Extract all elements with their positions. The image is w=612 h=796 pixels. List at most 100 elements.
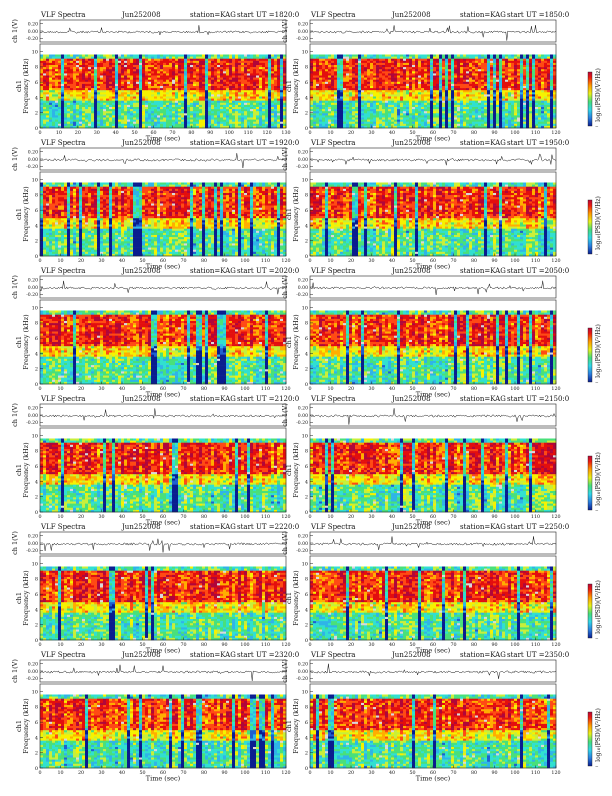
time-tick-label: 120 bbox=[281, 642, 290, 648]
freq-tick-label: 2 bbox=[35, 367, 38, 373]
panel-start-ut: start UT =2050:0 bbox=[507, 267, 569, 275]
panel-station: station=KAG bbox=[460, 395, 506, 403]
freq-tick-label: 6 bbox=[35, 208, 38, 214]
time-tick-label: 110 bbox=[531, 514, 540, 520]
freq-tick-label: 2 bbox=[305, 751, 308, 757]
time-tick-label: 120 bbox=[281, 770, 290, 776]
time-tick-label: 20 bbox=[348, 258, 354, 264]
time-tick-label: 120 bbox=[551, 514, 560, 520]
freq-tick-label: 4 bbox=[35, 95, 38, 101]
time-tick-label: 50 bbox=[139, 386, 145, 392]
waveform-axis-label: ch 1(V) bbox=[11, 19, 19, 43]
time-tick-label: 70 bbox=[450, 130, 456, 136]
time-tick-label: 10 bbox=[57, 770, 63, 776]
time-tick-label: 20 bbox=[348, 770, 354, 776]
time-tick-label: 40 bbox=[389, 386, 395, 392]
panel-date: Jun252008 bbox=[391, 523, 431, 531]
time-tick-label: 110 bbox=[261, 386, 270, 392]
panel-date: Jun252008 bbox=[121, 651, 161, 659]
panel-start-ut: start UT =2150:0 bbox=[507, 395, 569, 403]
panel-title: VLF Spectra bbox=[310, 523, 355, 531]
freq-tick-label: 2 bbox=[305, 239, 308, 245]
time-tick-label: 10 bbox=[57, 386, 63, 392]
time-tick-label: 90 bbox=[221, 258, 227, 264]
time-tick-label: 110 bbox=[531, 258, 540, 264]
freq-tick-label: 4 bbox=[305, 479, 308, 485]
time-tick-label: 10 bbox=[57, 514, 63, 520]
colorbar-label: log₁₀(PSD)(V²/Hz) bbox=[595, 324, 602, 378]
colorbar-tick-label: − bbox=[595, 252, 599, 257]
waveform-tick-label: 0.00 bbox=[28, 29, 38, 35]
time-tick-label: 80 bbox=[201, 258, 207, 264]
time-tick-label: 120 bbox=[281, 258, 290, 264]
freq-tick-label: 2 bbox=[305, 367, 308, 373]
time-tick-label: 40 bbox=[119, 386, 125, 392]
waveform-tick-label: 0.00 bbox=[298, 541, 308, 547]
time-tick-label: 0 bbox=[308, 386, 311, 392]
panel-title: VLF Spectra bbox=[40, 395, 85, 403]
time-tick-label: 80 bbox=[471, 770, 477, 776]
freq-tick-label: 10 bbox=[32, 561, 38, 567]
freq-tick-label: 8 bbox=[305, 193, 308, 199]
panel-start-ut: start UT =1850:0 bbox=[507, 11, 569, 19]
freq-tick-label: 6 bbox=[35, 464, 38, 470]
colorbar-label: log₁₀(PSD)(V²/Hz) bbox=[595, 68, 602, 122]
freq-tick-label: 2 bbox=[35, 111, 38, 117]
time-tick-label: 10 bbox=[327, 386, 333, 392]
waveform-tick-label: 0.00 bbox=[298, 285, 308, 291]
waveform-tick-label: -0.20 bbox=[26, 164, 38, 170]
time-tick-label: 30 bbox=[98, 386, 104, 392]
freq-tick-label: 8 bbox=[305, 705, 308, 711]
time-tick-label: 70 bbox=[450, 386, 456, 392]
waveform-frame bbox=[40, 20, 286, 42]
time-tick-label: 20 bbox=[78, 642, 84, 648]
time-tick-label: 0 bbox=[38, 258, 41, 264]
time-tick-label: 40 bbox=[389, 130, 395, 136]
freq-tick-label: 6 bbox=[305, 80, 308, 86]
colorbar bbox=[588, 584, 592, 638]
freq-tick-label: 2 bbox=[305, 111, 308, 117]
time-tick-label: 0 bbox=[308, 258, 311, 264]
spectrogram-image bbox=[40, 428, 286, 512]
time-tick-label: 10 bbox=[327, 514, 333, 520]
waveform-tick-label: -0.20 bbox=[26, 36, 38, 42]
time-tick-label: 120 bbox=[551, 642, 560, 648]
waveform-axis-label: ch 1(V) bbox=[281, 19, 289, 43]
spectrogram-image bbox=[40, 684, 286, 768]
time-tick-label: 20 bbox=[348, 386, 354, 392]
time-tick-label: 50 bbox=[409, 258, 415, 264]
panel-title: VLF Spectra bbox=[310, 267, 355, 275]
time-tick-label: 40 bbox=[389, 770, 395, 776]
time-tick-label: 40 bbox=[113, 130, 119, 136]
panel-station: station=KAG bbox=[190, 267, 236, 275]
freq-tick-label: 4 bbox=[35, 351, 38, 357]
freq-tick-label: 10 bbox=[32, 49, 38, 55]
time-tick-label: 50 bbox=[132, 130, 138, 136]
frequency-axis-label: Frequency (kHz) bbox=[22, 442, 30, 498]
frequency-axis-label: Frequency (kHz) bbox=[22, 570, 30, 626]
waveform-frame bbox=[310, 660, 556, 682]
time-tick-label: 10 bbox=[56, 130, 62, 136]
spectrogram-image bbox=[310, 684, 556, 768]
panel-start-ut: start UT =2250:0 bbox=[507, 523, 569, 531]
waveform-axis-label: ch 1(V) bbox=[281, 531, 289, 555]
time-tick-label: 100 bbox=[510, 514, 519, 520]
panel-start-ut: start UT =2350:0 bbox=[507, 651, 569, 659]
panel-start-ut: start UT =1920:0 bbox=[237, 139, 299, 147]
time-tick-label: 100 bbox=[510, 258, 519, 264]
freq-tick-label: 8 bbox=[305, 321, 308, 327]
time-tick-label: 10 bbox=[327, 770, 333, 776]
frequency-axis-label: Frequency (kHz) bbox=[292, 58, 300, 114]
waveform-tick-label: -0.20 bbox=[26, 676, 38, 682]
freq-tick-label: 2 bbox=[305, 623, 308, 629]
time-tick-label: 120 bbox=[551, 386, 560, 392]
time-tick-label: 70 bbox=[450, 770, 456, 776]
panel-station: station=KAG bbox=[460, 267, 506, 275]
frequency-axis-label: Frequency (kHz) bbox=[292, 314, 300, 370]
time-tick-label: 110 bbox=[244, 130, 253, 136]
time-tick-label: 100 bbox=[240, 770, 249, 776]
time-tick-label: 40 bbox=[119, 514, 125, 520]
freq-tick-label: 10 bbox=[302, 305, 308, 311]
time-tick-label: 90 bbox=[207, 130, 213, 136]
